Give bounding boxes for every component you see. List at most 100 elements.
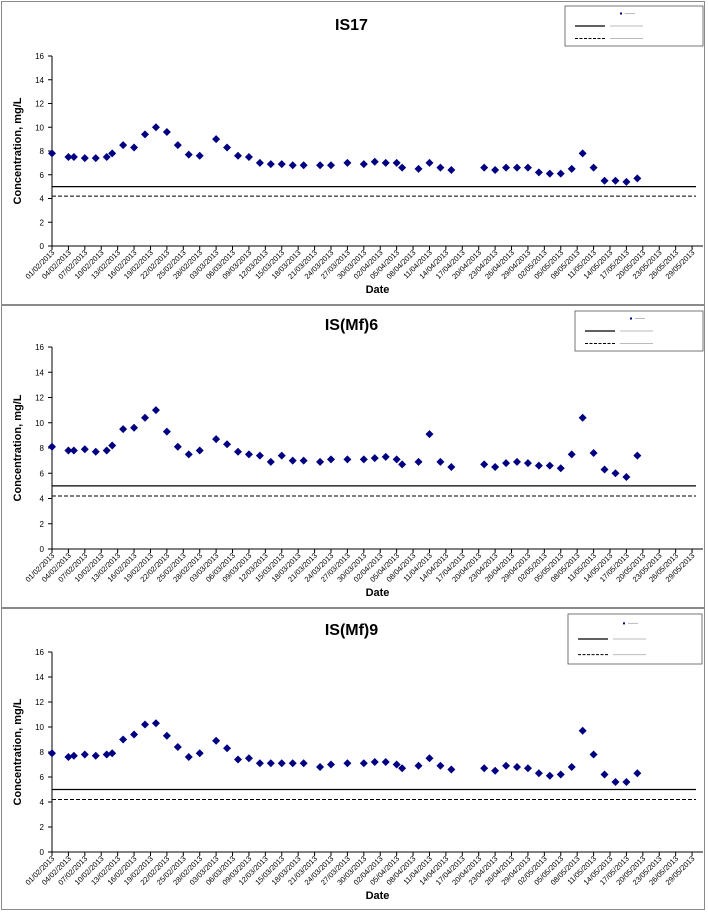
data-point	[414, 457, 423, 466]
data-point	[523, 764, 532, 773]
x-axis-label: Date	[366, 587, 390, 599]
data-point	[491, 462, 500, 471]
data-point	[359, 455, 368, 464]
data-point	[633, 769, 642, 778]
data-point	[447, 166, 456, 174]
data-point	[299, 456, 308, 465]
chart-panel-ismf6: IS(Mf)6 0 2 4 6 8 10 12 14 16 Concentration, mg/L 0…	[1, 305, 705, 608]
data-point	[589, 449, 598, 458]
data-point	[600, 176, 609, 185]
data-point	[266, 160, 275, 169]
data-point	[447, 462, 456, 471]
data-point	[436, 457, 445, 466]
y-tick-label: 2	[40, 520, 45, 529]
data-point	[184, 450, 193, 459]
y-tick-label: 8	[40, 444, 45, 453]
data-point	[48, 749, 56, 758]
data-point	[425, 158, 434, 167]
y-tick-label: 8	[40, 147, 45, 156]
y-tick-label: 2	[40, 823, 45, 832]
data-point	[545, 771, 554, 780]
data-point	[69, 152, 78, 161]
data-point	[80, 445, 89, 454]
y-tick-label: 16	[35, 343, 44, 352]
data-point	[108, 749, 117, 758]
x-axis-label: Date	[366, 284, 390, 296]
data-point	[327, 455, 335, 464]
data-point	[195, 446, 204, 455]
data-point	[162, 128, 171, 136]
data-point	[244, 450, 253, 459]
data-point	[173, 141, 182, 150]
data-point	[392, 760, 401, 769]
y-tick-label: 14	[35, 673, 44, 682]
y-tick-label: 12	[35, 394, 44, 403]
data-point	[195, 749, 204, 758]
data-point	[513, 163, 521, 172]
data-point	[381, 158, 390, 167]
data-point	[327, 161, 335, 170]
y-tick-label: 6	[40, 171, 45, 180]
data-point	[162, 731, 171, 740]
data-point	[234, 755, 242, 764]
data-point	[48, 442, 56, 451]
data-point	[91, 751, 100, 760]
y-tick-label: 16	[35, 648, 44, 657]
data-point	[244, 754, 253, 763]
data-point	[523, 459, 532, 468]
chart-title: IS(Mf)6	[325, 317, 378, 334]
data-point	[414, 164, 423, 173]
data-point	[425, 430, 434, 439]
data-point	[184, 753, 193, 761]
data-point	[414, 761, 423, 770]
data-point	[299, 759, 308, 768]
data-point	[534, 769, 543, 778]
data-point	[316, 763, 325, 771]
data-point	[141, 413, 149, 422]
legend-marker-data	[620, 12, 622, 15]
data-point	[480, 764, 489, 773]
data-point	[277, 451, 286, 460]
data-point	[578, 149, 587, 158]
data-point	[523, 163, 532, 172]
data-point	[578, 726, 587, 735]
data-point	[491, 766, 500, 775]
data-point	[130, 730, 139, 739]
data-point	[108, 149, 117, 158]
data-point	[223, 744, 232, 753]
data-point	[119, 425, 128, 434]
y-tick-label: 16	[35, 52, 44, 61]
data-point	[255, 759, 264, 768]
data-point	[212, 435, 221, 444]
data-point	[91, 447, 100, 456]
y-tick-label: 2	[40, 218, 45, 227]
y-tick-label: 12	[35, 100, 44, 109]
data-point	[398, 460, 407, 469]
data-point	[556, 169, 565, 178]
data-point	[234, 447, 242, 456]
data-point	[184, 150, 193, 159]
y-tick-label: 14	[35, 368, 44, 377]
data-point	[255, 158, 264, 167]
data-point	[589, 750, 598, 759]
data-point	[343, 759, 352, 768]
data-point	[255, 451, 264, 460]
data-point	[611, 469, 620, 478]
data-point	[491, 166, 500, 174]
data-point	[425, 754, 434, 763]
data-point	[436, 163, 445, 172]
data-point	[277, 759, 286, 768]
data-point	[69, 751, 78, 760]
data-point	[119, 141, 128, 150]
data-point	[327, 760, 335, 769]
data-point	[288, 456, 297, 465]
data-point	[480, 163, 489, 172]
data-point	[545, 461, 554, 470]
data-point	[622, 473, 631, 482]
data-point	[567, 450, 576, 459]
data-point	[392, 455, 401, 464]
data-point	[600, 465, 609, 474]
data-point	[48, 149, 56, 158]
chart-title: IS(Mf)9	[325, 622, 378, 639]
